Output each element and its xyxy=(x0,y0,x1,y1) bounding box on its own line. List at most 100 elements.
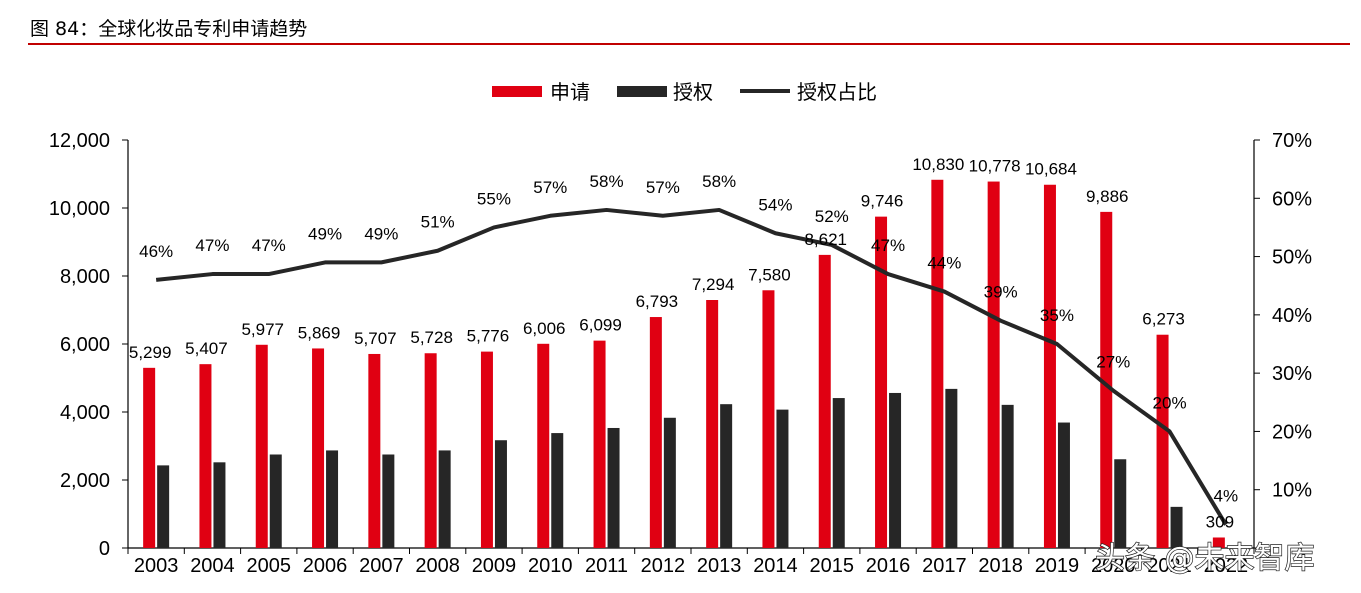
grant-bar xyxy=(326,450,339,548)
apply-bar xyxy=(875,216,888,549)
ratio-value-label: 52% xyxy=(815,207,849,226)
ratio-value-label: 54% xyxy=(758,195,792,214)
ratio-value-label: 57% xyxy=(533,178,567,197)
ratio-value-label: 49% xyxy=(308,224,342,243)
apply-value-label: 309 xyxy=(1206,512,1234,531)
x-tick-label: 2003 xyxy=(134,555,179,577)
ratio-value-label: 51% xyxy=(421,213,455,232)
left-tick-label: 6,000 xyxy=(60,334,110,356)
ratio-value-label: 49% xyxy=(364,224,398,243)
grant-bar xyxy=(1001,404,1014,548)
x-tick-label: 2016 xyxy=(866,555,911,577)
apply-bar xyxy=(762,290,775,548)
ratio-value-label: 58% xyxy=(590,172,624,191)
apply-value-label: 9,886 xyxy=(1086,187,1129,206)
x-tick-label: 2005 xyxy=(247,555,292,577)
grant-bar xyxy=(1057,422,1070,548)
grant-bar xyxy=(213,462,226,548)
grant-bar xyxy=(269,454,282,548)
right-tick-label: 70% xyxy=(1272,130,1312,152)
x-tick-label: 2004 xyxy=(190,555,235,577)
x-tick-label: 2014 xyxy=(753,555,798,577)
x-tick-label: 2009 xyxy=(472,555,517,577)
x-tick-label: 2013 xyxy=(697,555,742,577)
ratio-value-label: 27% xyxy=(1096,353,1130,372)
grant-bar xyxy=(157,465,170,548)
x-tick-label: 2022 xyxy=(1204,555,1249,577)
apply-bar xyxy=(649,317,662,548)
apply-value-label: 5,977 xyxy=(241,320,284,339)
left-tick-label: 0 xyxy=(99,538,110,560)
apply-value-label: 5,407 xyxy=(185,339,228,358)
bars xyxy=(143,179,1239,549)
ratio-line-path xyxy=(155,207,1228,526)
apply-bar xyxy=(199,364,212,548)
apply-bar xyxy=(931,179,944,548)
x-tick-label: 2010 xyxy=(528,555,573,577)
grant-bar xyxy=(832,398,845,548)
x-tick-label: 2021 xyxy=(1147,555,1192,577)
title-rule xyxy=(28,43,1350,45)
right-tick-label: 40% xyxy=(1272,305,1312,327)
apply-value-label: 5,299 xyxy=(129,343,172,362)
grant-bar xyxy=(607,427,620,548)
apply-value-label: 6,793 xyxy=(636,292,679,311)
apply-value-label: 10,830 xyxy=(912,155,964,174)
grant-bar xyxy=(945,388,958,548)
ratio-value-label: 47% xyxy=(195,236,229,255)
apply-value-label: 7,580 xyxy=(748,265,791,284)
x-tick-label: 2018 xyxy=(978,555,1023,577)
right-tick-label: 20% xyxy=(1272,421,1312,443)
ratio-value-label: 47% xyxy=(252,236,286,255)
apply-value-label: 7,294 xyxy=(692,275,735,294)
left-tick-label: 4,000 xyxy=(60,402,110,424)
ratio-line xyxy=(155,207,1228,526)
watermark: 头条 @未来智库 xyxy=(1095,541,1315,576)
x-tick-label: 2019 xyxy=(1035,555,1080,577)
ratio-value-label: 39% xyxy=(984,283,1018,302)
legend-label-apply: 申请 xyxy=(550,80,590,104)
x-tick-label: 2008 xyxy=(415,555,460,577)
grant-bar xyxy=(551,433,564,548)
right-tick-label: 60% xyxy=(1272,188,1312,210)
apply-value-label: 6,099 xyxy=(579,316,622,335)
ratio-value-label: 55% xyxy=(477,189,511,208)
grant-bar xyxy=(1170,506,1183,548)
x-tick-label: 2017 xyxy=(922,555,967,577)
apply-bar xyxy=(1212,537,1225,548)
apply-bar xyxy=(255,344,268,548)
apply-value-label: 9,746 xyxy=(861,192,904,211)
apply-value-label: 6,273 xyxy=(1142,310,1185,329)
legend-label-grant: 授权 xyxy=(673,80,713,104)
figure-title: 图 84：全球化妆品专利申请趋势 xyxy=(30,18,308,40)
ratio-value-label: 35% xyxy=(1040,306,1074,325)
ratio-value-label: 44% xyxy=(927,254,961,273)
left-tick-label: 10,000 xyxy=(49,198,110,220)
x-tick-label: 2006 xyxy=(303,555,348,577)
apply-value-label: 5,728 xyxy=(410,328,453,347)
apply-bar xyxy=(818,254,831,549)
left-tick-label: 12,000 xyxy=(49,130,110,152)
legend-label-ratio: 授权占比 xyxy=(797,80,877,104)
x-tick-label: 2011 xyxy=(585,555,628,577)
apply-bar xyxy=(143,367,156,548)
grant-bar xyxy=(663,417,676,548)
apply-bar xyxy=(368,353,381,548)
left-tick-label: 8,000 xyxy=(60,266,110,288)
grant-bar xyxy=(889,392,902,548)
x-tick-label: 2020 xyxy=(1091,555,1136,577)
left-tick-label: 2,000 xyxy=(60,470,110,492)
grant-bar xyxy=(720,404,733,548)
apply-bar xyxy=(1043,184,1056,548)
data-labels: 5,299 5,407 5,977 5,869 5,707 5,728 5,776 6,006… xyxy=(129,155,1238,532)
apply-value-label: 10,778 xyxy=(969,157,1021,176)
apply-value-label: 5,776 xyxy=(467,327,510,346)
apply-bar xyxy=(706,300,719,548)
ratio-value-label: 46% xyxy=(139,242,173,261)
grant-bar xyxy=(1114,459,1127,548)
apply-bar xyxy=(987,181,1000,548)
apply-value-label: 5,869 xyxy=(298,323,341,342)
ratio-value-label: 47% xyxy=(871,236,905,255)
ratio-value-label: 57% xyxy=(646,178,680,197)
